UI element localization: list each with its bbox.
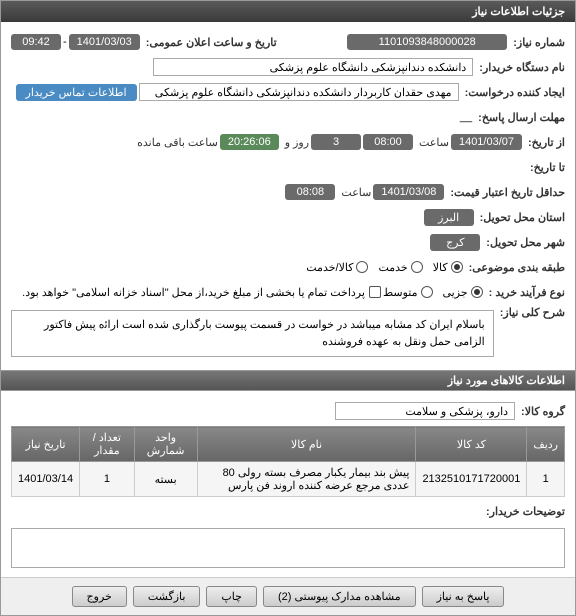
desc-label: شرح کلی نیاز: [500, 306, 565, 319]
time-label-2: ساعت [341, 186, 371, 199]
buyer-org-input[interactable] [153, 58, 473, 76]
th-qty: تعداد / مقدار [80, 427, 135, 462]
cell-qty: 1 [80, 462, 135, 497]
category-label: طبقه بندی موضوعی: [469, 261, 565, 274]
radio-icon [451, 261, 463, 273]
contact-link[interactable]: اطلاعات تماس خریدار [16, 84, 137, 101]
cell-code: 2132510171720001 [416, 462, 527, 497]
province-value: البرز [424, 209, 474, 226]
countdown: 20:26:06 [220, 134, 279, 150]
attachments-button[interactable]: مشاهده مدارک پیوستی (2) [263, 586, 416, 607]
radio-medium[interactable]: متوسط [383, 286, 433, 299]
day-label: روز و [285, 136, 309, 149]
requester-label: ایجاد کننده درخواست: [465, 86, 565, 99]
send-deadline-na: __ [460, 111, 472, 123]
goods-table: ردیف کد کالا نام کالا واحد شمارش تعداد /… [11, 426, 565, 497]
buyer-notes-label: توضیحات خریدار: [486, 505, 565, 518]
radio-icon [421, 286, 433, 298]
process-label: نوع فرآیند خرید : [489, 286, 565, 299]
cell-idx: 1 [527, 462, 565, 497]
announce-label: تاریخ و ساعت اعلان عمومی: [146, 36, 277, 49]
requester-input[interactable] [139, 83, 459, 101]
cell-unit: بسته [134, 462, 197, 497]
print-button[interactable]: چاپ [206, 586, 257, 607]
cell-date: 1401/03/14 [12, 462, 80, 497]
table-row[interactable]: 1 2132510171720001 پیش بند بیمار یکبار م… [12, 462, 565, 497]
checkbox-icon [369, 286, 381, 298]
need-no-label: شماره نیاز: [513, 36, 565, 49]
radio-icon [471, 286, 483, 298]
exit-button[interactable]: خروج [72, 586, 127, 607]
need-no-value: 1101093848000028 [347, 34, 507, 50]
goods-group-input[interactable] [335, 402, 515, 420]
radio-service[interactable]: خدمت [378, 261, 422, 274]
send-deadline-label: مهلت ارسال پاسخ: [478, 111, 565, 124]
cell-name: پیش بند بیمار یکبار مصرف بسته رولی 80 عد… [197, 462, 416, 497]
th-code: کد کالا [416, 427, 527, 462]
goods-group-label: گروه کالا: [521, 405, 565, 418]
section-goods-title: اطلاعات کالاهای مورد نیاز [1, 370, 575, 391]
radio-icon [411, 261, 423, 273]
from-time: 08:00 [363, 134, 413, 150]
desc-box: باسلام ایران کد مشابه میباشد در خواست در… [11, 310, 494, 357]
price-valid-time: 08:08 [285, 184, 335, 200]
radio-icon [356, 261, 368, 273]
time-label-1: ساعت [419, 136, 449, 149]
from-date-label: از تاریخ: [528, 136, 565, 149]
city-value: کرج [430, 234, 480, 251]
province-label: استان محل تحویل: [480, 211, 565, 224]
th-date: تاریخ نیاز [12, 427, 80, 462]
checkbox-treasury[interactable]: پرداخت تمام یا بخشی از مبلغ خرید،از محل … [22, 286, 381, 299]
footer: پاسخ به نیاز مشاهده مدارک پیوستی (2) چاپ… [1, 577, 575, 615]
from-date: 1401/03/07 [451, 134, 522, 150]
radio-partial[interactable]: جزیی [443, 286, 483, 299]
th-name: نام کالا [197, 427, 416, 462]
back-button[interactable]: بازگشت [133, 586, 201, 607]
radio-both[interactable]: کالا/خدمت [306, 261, 368, 274]
city-label: شهر محل تحویل: [486, 236, 565, 249]
th-row: ردیف [527, 427, 565, 462]
radio-goods[interactable]: کالا [433, 261, 463, 274]
to-date-label: تا تاریخ: [530, 161, 565, 174]
dash: - [63, 36, 67, 48]
th-unit: واحد شمارش [134, 427, 197, 462]
price-valid-date: 1401/03/08 [373, 184, 444, 200]
countdown-suffix: ساعت باقی مانده [137, 136, 218, 149]
reply-button[interactable]: پاسخ به نیاز [422, 586, 505, 607]
announce-date: 1401/03/03 [69, 34, 140, 50]
buyer-notes-input[interactable] [11, 528, 565, 568]
announce-time: 09:42 [11, 34, 61, 50]
buyer-org-label: نام دستگاه خریدار: [479, 61, 565, 74]
days-count: 3 [311, 134, 361, 150]
price-valid-label: حداقل تاریخ اعتبار قیمت: [450, 186, 565, 199]
panel-title: جزئیات اطلاعات نیاز [1, 1, 575, 22]
